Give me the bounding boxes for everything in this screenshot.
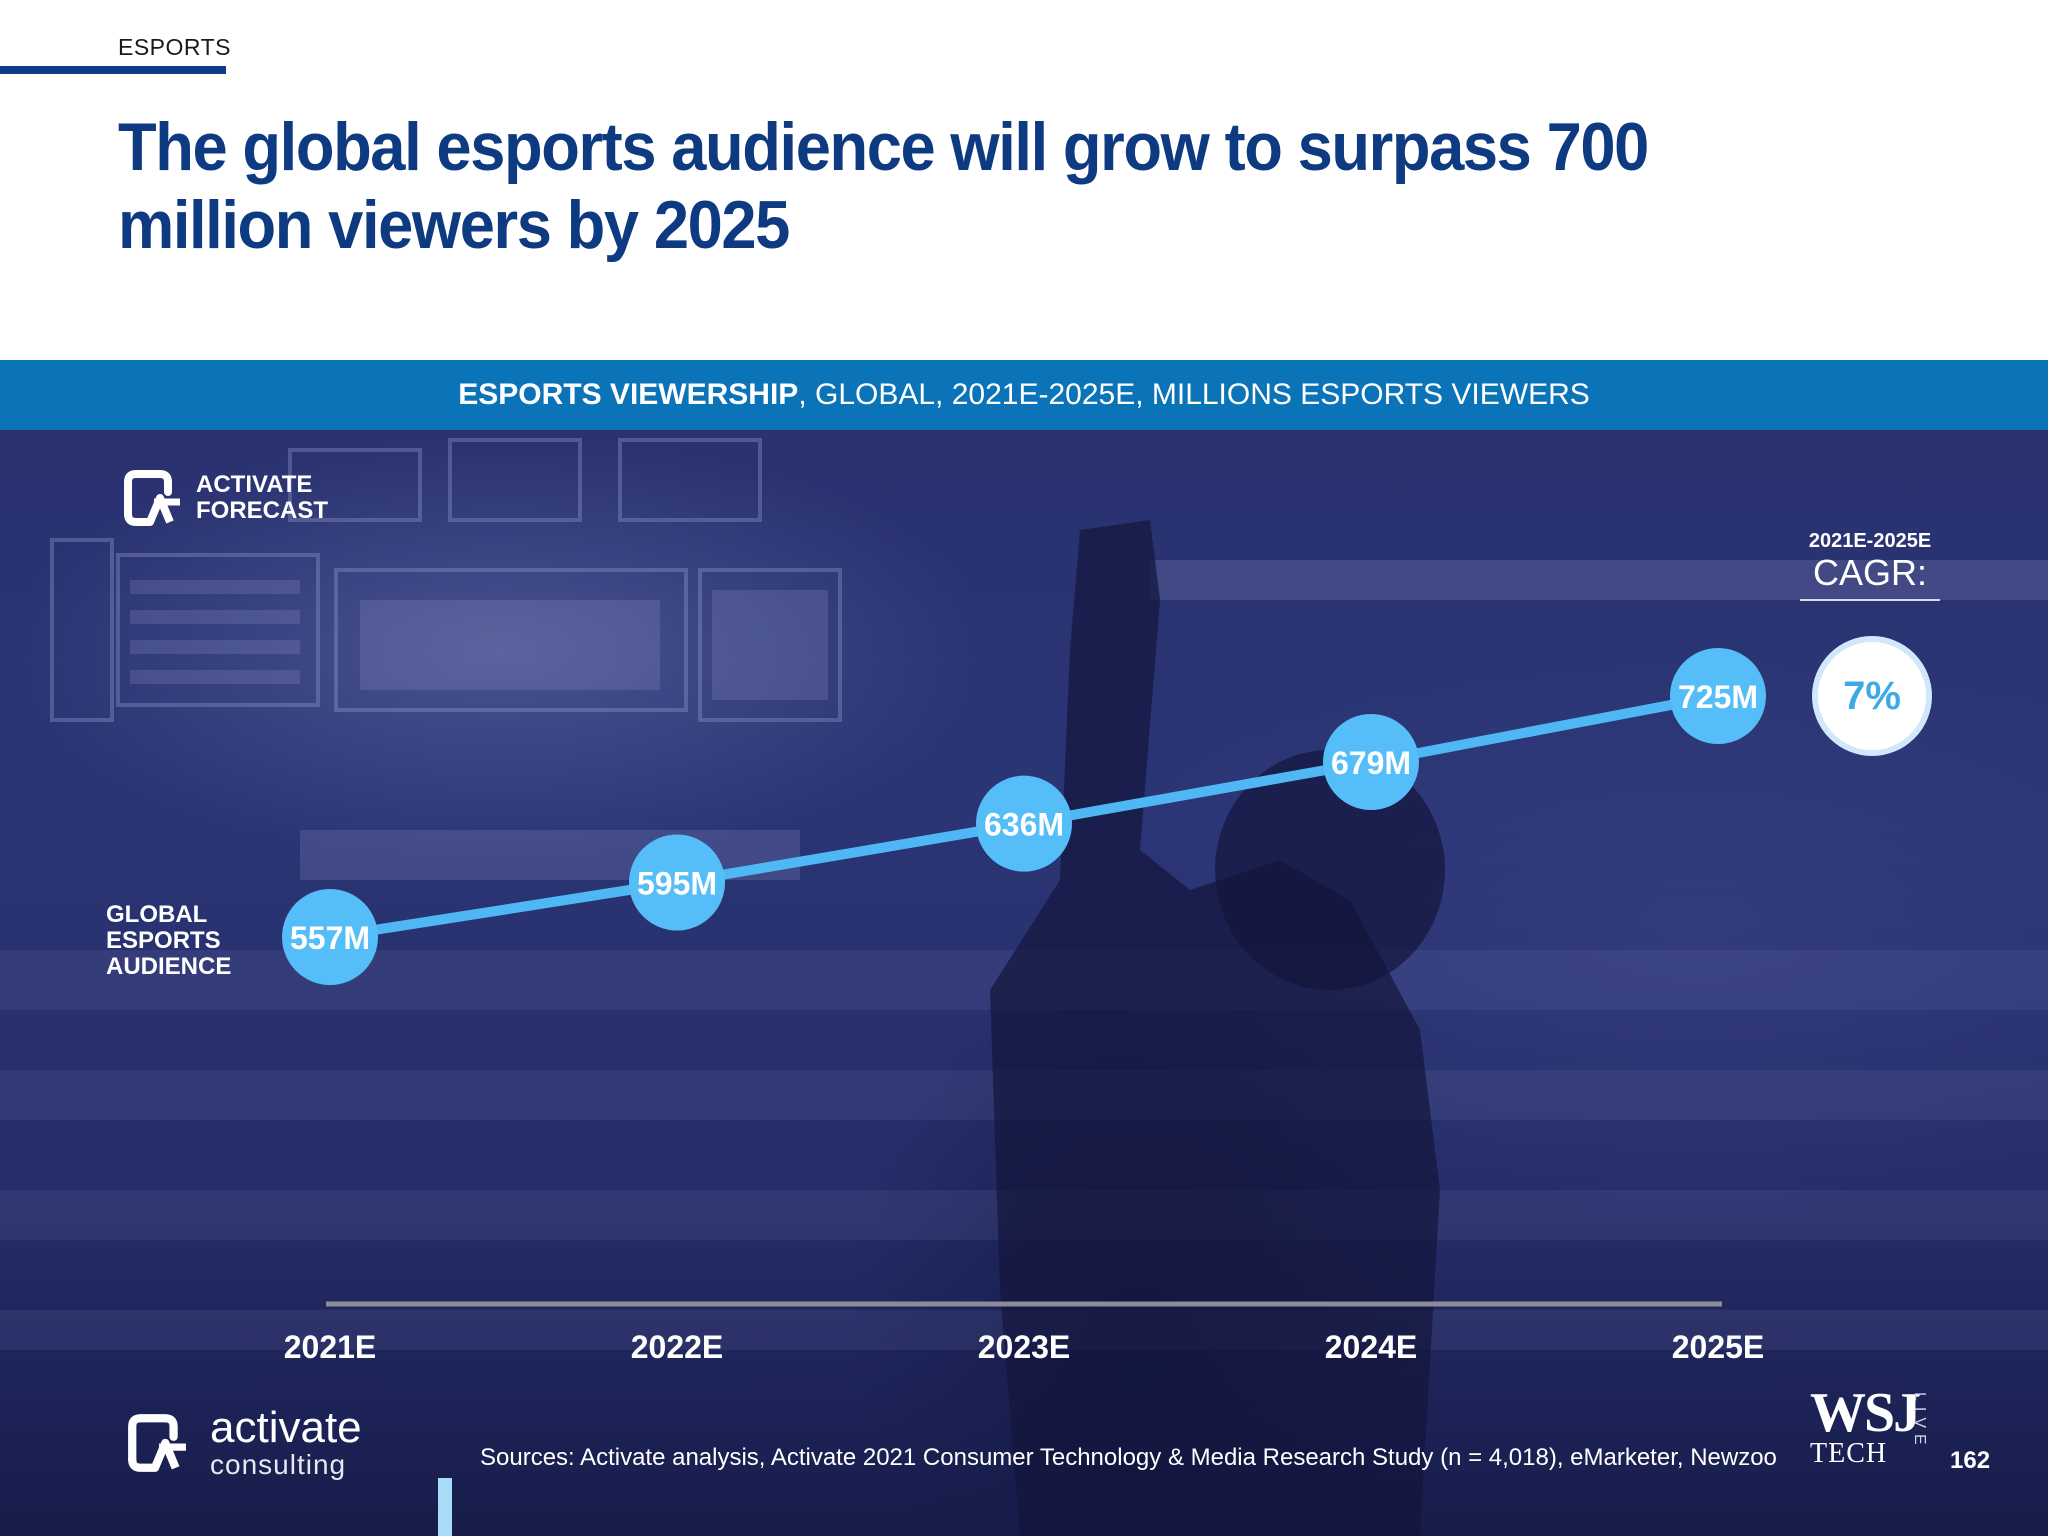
activate-logo-icon [124, 470, 180, 526]
data-label: 636M [984, 807, 1064, 843]
page-title: The global esports audience will grow to… [118, 109, 1649, 263]
data-point [976, 775, 1072, 872]
data-label: 725M [1678, 679, 1758, 715]
wsj-live-text: LIVE [1911, 1392, 1928, 1451]
cagr-period: 2021E-2025E [1808, 530, 1932, 552]
data-label: 595M [637, 865, 717, 901]
cagr-value-badge: 7% [1812, 636, 1932, 756]
data-point [1323, 713, 1419, 810]
forecast-line1: ACTIVATE [196, 471, 313, 498]
x-tick-label: 2022E [631, 1329, 724, 1365]
x-tick-label: 2024E [1325, 1329, 1418, 1365]
series-label: GLOBAL ESPORTS AUDIENCE [106, 902, 231, 980]
cagr-divider [1800, 599, 1940, 601]
series-label-line2: ESPORTS [106, 927, 221, 954]
section-tag: ESPORTS [118, 34, 231, 60]
data-point [629, 834, 725, 931]
brand-name: activate [210, 1403, 362, 1452]
forecast-line2: FORECAST [196, 497, 328, 524]
data-label: 557M [290, 920, 370, 956]
cagr-label: CAGR: [1812, 552, 1927, 593]
series-label-line1: GLOBAL [106, 901, 208, 928]
chart-title-rest: , GLOBAL, 2021E-2025E, MILLIONS ESPORTS … [798, 378, 1590, 411]
activate-consulting-logo-icon [128, 1414, 186, 1472]
wsj-tech-live-logo: WSJ TECH LIVE [1810, 1382, 1928, 1469]
wsj-tech-text: TECH [1810, 1438, 1888, 1469]
cagr-value: 7% [1843, 673, 1901, 718]
activate-forecast-badge: ACTIVATE FORECAST [120, 468, 328, 528]
activate-consulting-logo: activate consulting [118, 1406, 362, 1480]
section-rule [0, 66, 226, 74]
chart-title-bold: ESPORTS VIEWERSHIP [458, 378, 799, 411]
x-tick-label: 2025E [1672, 1329, 1765, 1365]
sources-note: Sources: Activate analysis, Activate 202… [480, 1444, 1777, 1471]
series-label-line3: AUDIENCE [106, 953, 232, 980]
data-point [1670, 648, 1766, 744]
x-tick-label: 2021E [284, 1329, 377, 1365]
data-point [282, 889, 378, 985]
data-label: 679M [1331, 745, 1411, 781]
page-number: 162 [1950, 1447, 1991, 1474]
chart-title-banner: ESPORTS VIEWERSHIP, GLOBAL, 2021E-2025E,… [0, 360, 2048, 430]
wsj-logo-text: WSJ [1810, 1382, 1921, 1444]
accent-bar [438, 1478, 452, 1536]
x-tick-label: 2023E [978, 1329, 1071, 1365]
brand-subname: consulting [210, 1449, 347, 1480]
